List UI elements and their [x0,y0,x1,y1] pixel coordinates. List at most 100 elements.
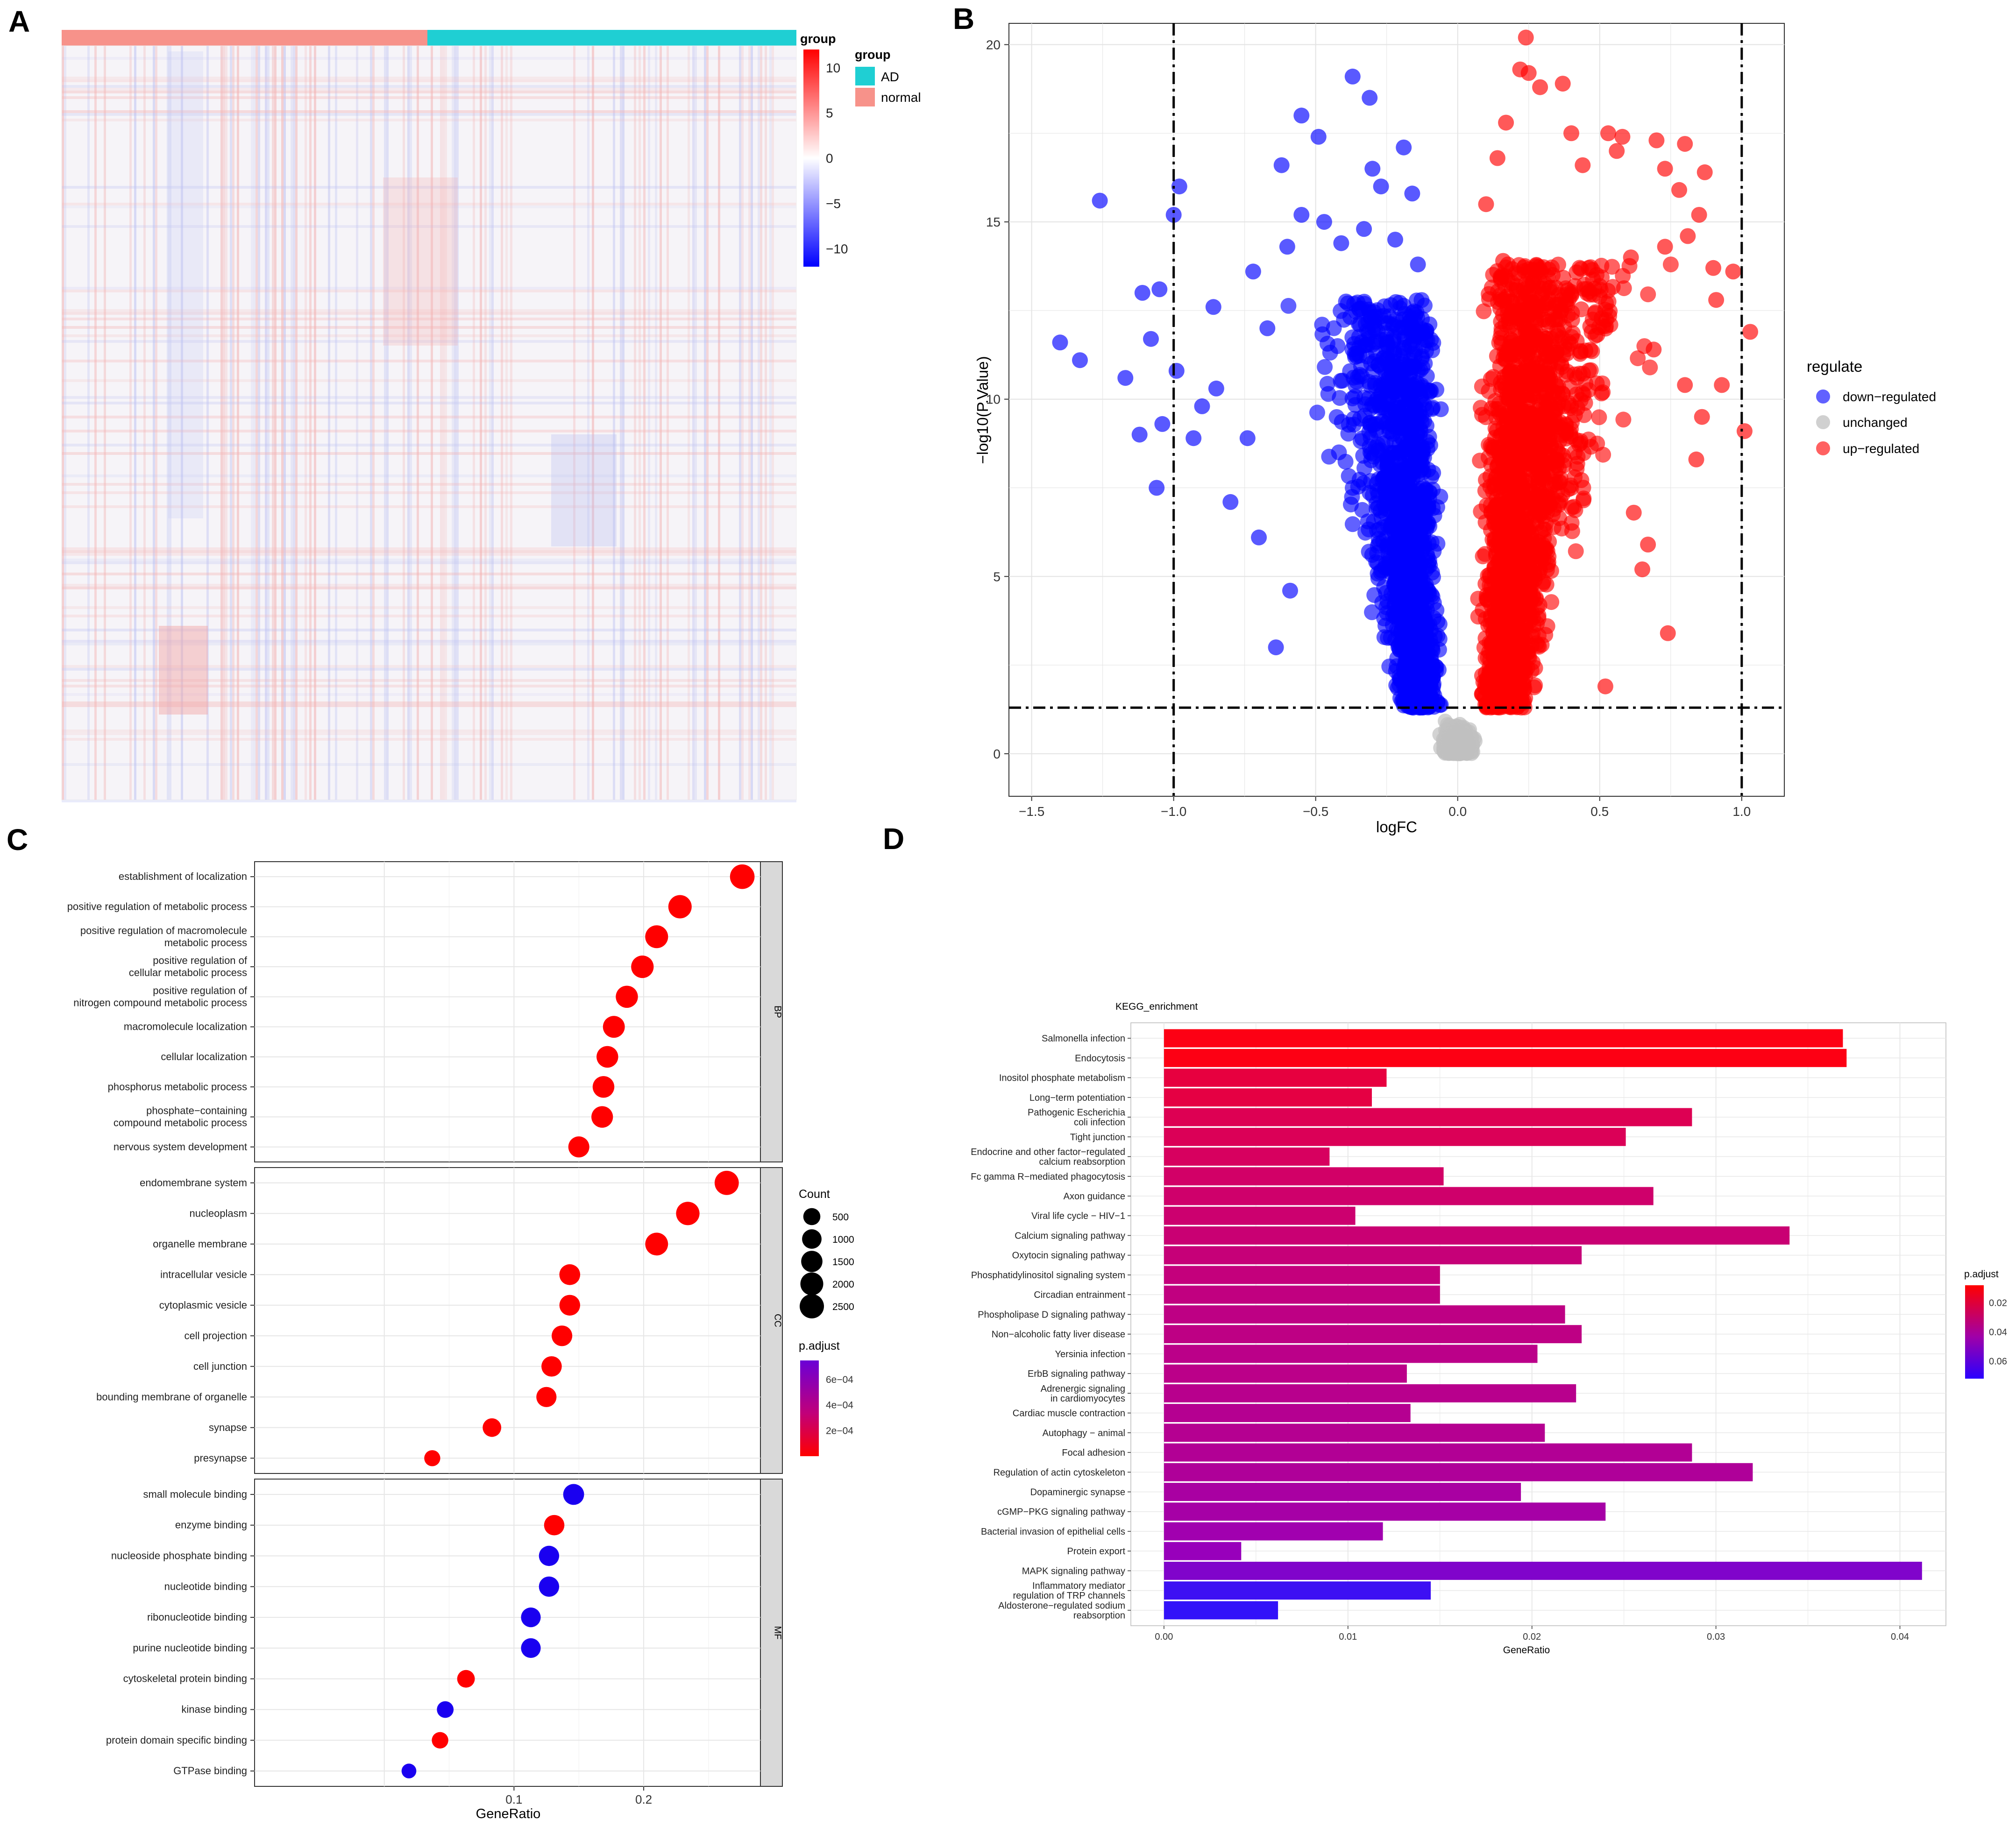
volcano-point [1205,299,1221,315]
heatmap-column [620,46,622,800]
volcano-point [1356,221,1372,237]
down-point [1397,513,1413,530]
heatmap-column [206,46,209,800]
volcano-point [1222,494,1239,510]
heatmap-column [265,46,267,800]
up-point [1485,369,1501,385]
heatmap-column [62,46,64,800]
kegg-category-label: Bacterial invasion of epithelial cells [981,1527,1125,1537]
down-point [1399,460,1415,476]
go-dot [568,1136,589,1158]
heatmap-row [62,547,796,550]
heatmap-column [410,46,412,800]
kegg-bar [1164,1246,1582,1265]
up-point [1572,435,1589,451]
kegg-bar [1164,1127,1626,1146]
heatmap-row [62,452,796,455]
heatmap-column [407,46,410,800]
heatmap-column [403,46,405,800]
up-point [1528,257,1545,273]
up-point [1507,387,1523,403]
up-point [1630,350,1646,367]
heatmap-column [613,46,615,800]
heatmap-column [129,46,132,800]
count-legend-dot [800,1294,824,1318]
heatmap-column [104,46,106,800]
down-point [1359,348,1375,365]
label-line: phosphorus metabolic process [108,1081,247,1092]
kegg-category-label: Long−term potentiation [1029,1093,1125,1103]
kegg-bar [1164,1562,1922,1580]
legend-swatch-ad [855,67,875,85]
kegg-category-label: Yersinia infection [1055,1349,1125,1360]
volcano-point [1742,324,1758,340]
heatmap-column [501,46,503,800]
heatmap-column [510,46,512,800]
volcano-point [1691,207,1707,223]
volcano-point [1680,228,1696,244]
up-point [1480,617,1497,634]
go-dot [432,1732,448,1749]
label-line: ErbB signaling pathway [1028,1369,1125,1379]
volcano-point [1404,185,1420,202]
go-dot [645,925,668,949]
volcano-point [1151,281,1168,297]
down-point [1429,536,1446,552]
go-term-label: presynapse [194,1452,247,1464]
label-line: Autophagy − animal [1043,1428,1125,1438]
volcano-point [1245,263,1261,280]
up-point [1517,343,1533,359]
heatmap-column [87,46,90,800]
down-point [1368,423,1384,439]
kegg-category-label: Axon guidance [1064,1191,1125,1202]
volcano-point [1640,537,1656,552]
up-point [1662,256,1679,273]
kegg-bar [1164,1601,1278,1620]
down-point [1422,676,1438,692]
heatmap-row [62,615,796,617]
heatmap-column [751,46,753,800]
down-point [1363,473,1379,489]
label-line: Cardiac muscle contraction [1013,1409,1125,1419]
go-dot [437,1701,454,1718]
down-point [1329,338,1346,354]
kegg-category-label: Circadian entrainment [1034,1290,1125,1300]
label-line: Non−alcoholic fatty liver disease [992,1330,1125,1340]
volcano-point [1239,430,1256,446]
heatmap-column [335,46,337,800]
volcano-point [1410,256,1426,273]
heatmap-row [62,396,796,399]
kegg-bar [1164,1325,1582,1344]
label-line: cGMP−PKG signaling pathway [997,1507,1125,1517]
volcano-x-tick-label: −1.5 [1019,804,1044,819]
heatmap-row [62,704,796,707]
down-point [1370,499,1386,516]
unchanged-point [1462,744,1478,760]
label-line: calcium reabsorption [1039,1157,1125,1167]
scale-tick-label: −10 [826,241,848,256]
down-point [1344,516,1361,532]
heatmap-block [168,51,203,518]
down-point [1408,435,1424,452]
go-dot [645,1232,668,1256]
go-x-tick-label: 0.2 [635,1792,652,1806]
volcano-point [1134,285,1150,301]
heatmap-column [454,46,456,800]
heatmap-row [62,587,796,589]
volcano-point [1282,582,1298,599]
legend-dot-unchanged [1816,415,1830,429]
heatmap-column [667,46,669,800]
heatmap-column [769,46,772,800]
heatmap-column [456,46,459,800]
down-point [1390,568,1406,584]
volcano-point [1208,380,1224,397]
heatmap-row [62,668,796,671]
down-point [1332,390,1348,406]
up-point [1490,283,1506,299]
label-line: nucleoplasm [189,1207,247,1219]
heatmap-column [634,46,636,800]
heatmap-column [258,46,260,800]
heatmap-row [62,402,796,404]
kegg-bar [1164,1423,1545,1442]
